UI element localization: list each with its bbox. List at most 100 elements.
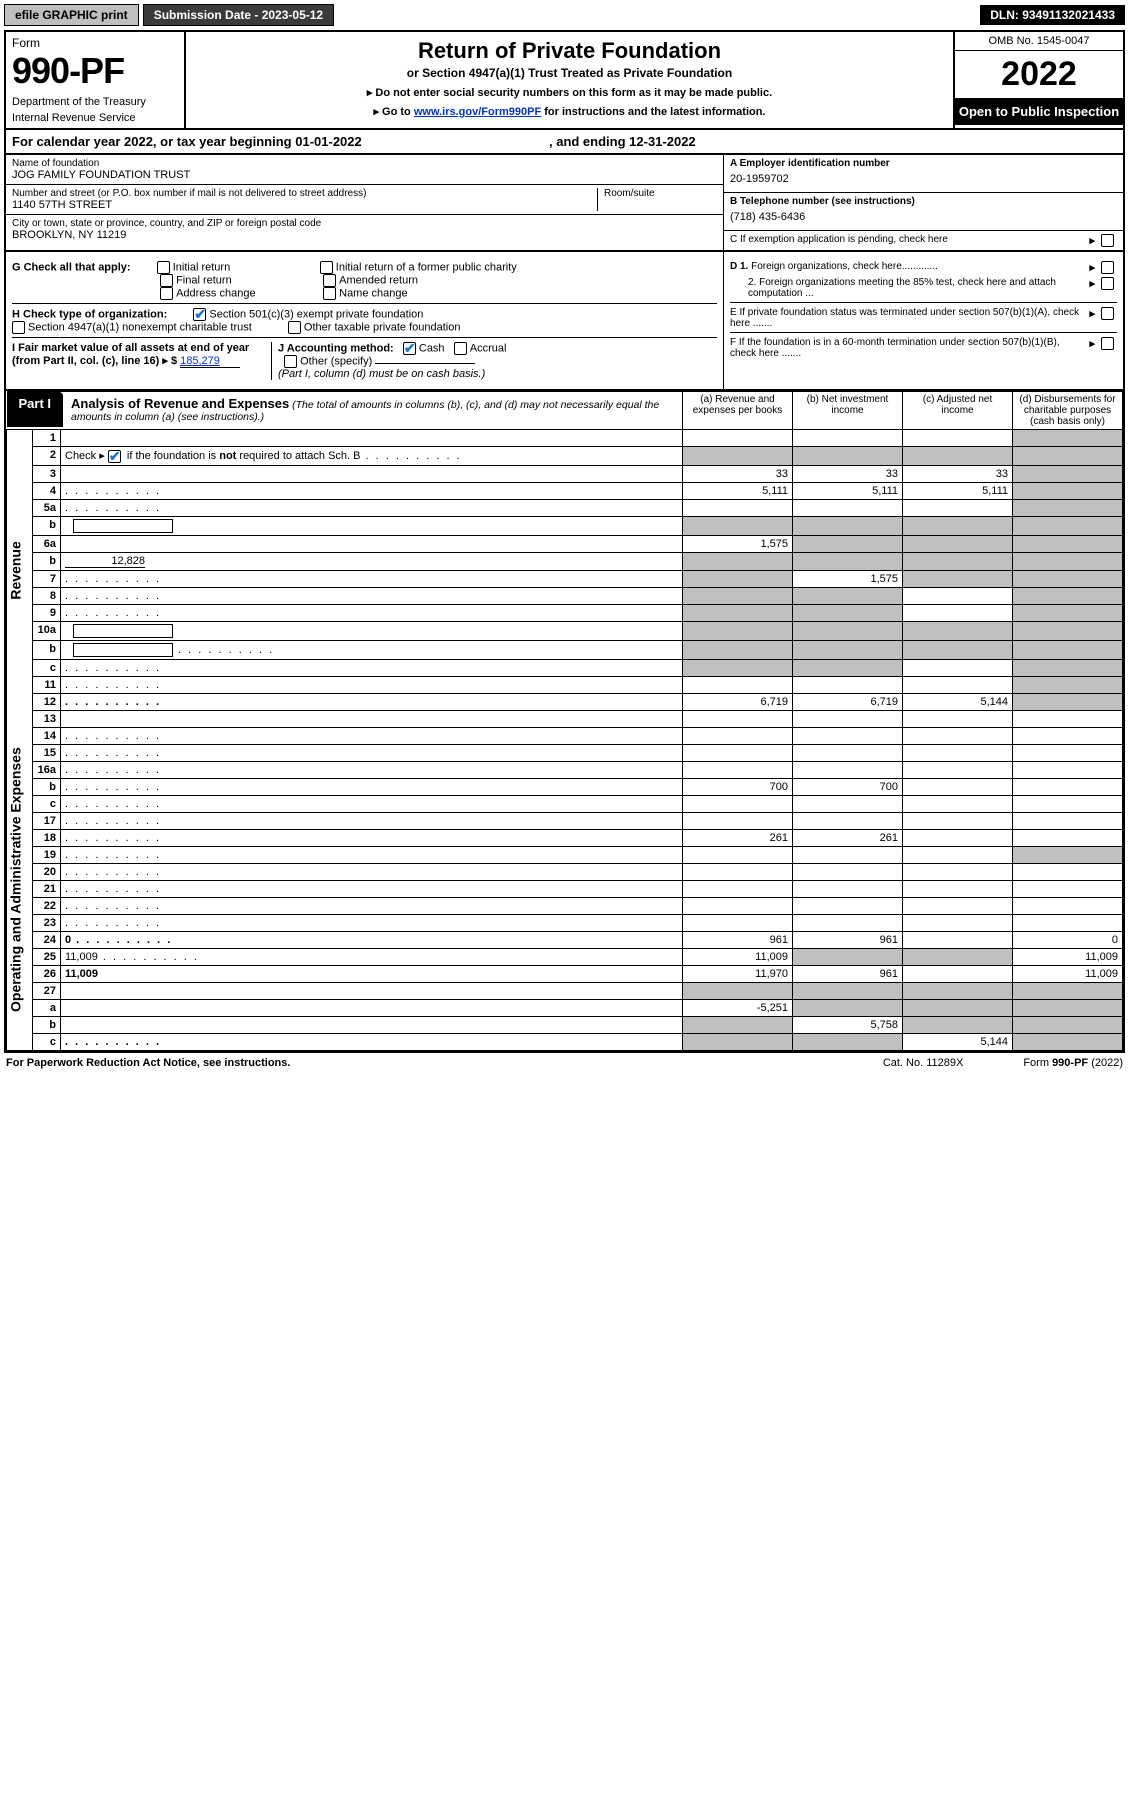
table-row: 8	[7, 587, 1123, 604]
line-description	[61, 570, 683, 587]
cell-d	[1013, 676, 1123, 693]
cell-b: 5,111	[793, 482, 903, 499]
part1-tab: Part I	[7, 392, 64, 427]
g-initial-former-checkbox[interactable]	[320, 261, 333, 274]
header-left: Form 990-PF Department of the Treasury I…	[6, 32, 186, 128]
efile-button[interactable]: efile GRAPHIC print	[4, 4, 139, 26]
col-a-header: (a) Revenue and expenses per books	[683, 392, 793, 430]
line-description	[61, 535, 683, 552]
g-final-return-checkbox[interactable]	[160, 274, 173, 287]
line-number: 26	[33, 965, 61, 982]
schb-checkbox[interactable]	[108, 450, 121, 463]
ein-value: 20-1959702	[730, 169, 1117, 189]
line-description	[61, 676, 683, 693]
cell-a	[683, 795, 793, 812]
h-other-taxable-checkbox[interactable]	[288, 321, 301, 334]
submission-date-button[interactable]: Submission Date - 2023-05-12	[143, 4, 334, 26]
cell-b: 961	[793, 931, 903, 948]
table-row: 20	[7, 863, 1123, 880]
g-initial-return-checkbox[interactable]	[157, 261, 170, 274]
form-word: Form	[12, 36, 178, 50]
cell-a	[683, 499, 793, 516]
line-description	[61, 897, 683, 914]
form-title: Return of Private Foundation	[192, 38, 947, 64]
ij-row: I Fair market value of all assets at end…	[12, 337, 717, 380]
cell-a: 961	[683, 931, 793, 948]
line-number: b	[33, 1016, 61, 1033]
line-description	[61, 499, 683, 516]
g-amended-checkbox[interactable]	[323, 274, 336, 287]
j-other-checkbox[interactable]	[284, 355, 297, 368]
cell-a	[683, 812, 793, 829]
j-accrual-checkbox[interactable]	[454, 342, 467, 355]
note-goto: ▸ Go to www.irs.gov/Form990PF for instru…	[192, 105, 947, 118]
cell-d	[1013, 880, 1123, 897]
line-number: b	[33, 778, 61, 795]
d2-checkbox[interactable]	[1101, 277, 1114, 290]
line-description	[61, 516, 683, 535]
form990pf-link[interactable]: www.irs.gov/Form990PF	[414, 106, 541, 118]
cell-c	[903, 621, 1013, 640]
arrow-icon: ▸	[1089, 234, 1095, 247]
cell-a: 11,009	[683, 948, 793, 965]
cell-a	[683, 604, 793, 621]
cell-b	[793, 744, 903, 761]
table-row: 3333333	[7, 465, 1123, 482]
line-description	[61, 430, 683, 447]
cell-a	[683, 982, 793, 999]
cell-c: 5,144	[903, 693, 1013, 710]
d1-checkbox[interactable]	[1101, 261, 1114, 274]
line-description	[61, 693, 683, 710]
cell-d	[1013, 447, 1123, 466]
c-checkbox[interactable]	[1101, 234, 1114, 247]
f-checkbox[interactable]	[1101, 337, 1114, 350]
j-cash-checkbox[interactable]	[403, 342, 416, 355]
cell-c	[903, 676, 1013, 693]
h-4947-checkbox[interactable]	[12, 321, 25, 334]
cell-b: 6,719	[793, 693, 903, 710]
table-row: 2409619610	[7, 931, 1123, 948]
g-name-change-checkbox[interactable]	[323, 287, 336, 300]
table-row: 2Check ▸ if the foundation is not requir…	[7, 447, 1123, 466]
cell-d	[1013, 465, 1123, 482]
cell-b	[793, 499, 903, 516]
cell-b	[793, 999, 903, 1016]
footer-left: For Paperwork Reduction Act Notice, see …	[6, 1057, 290, 1069]
cell-d	[1013, 795, 1123, 812]
expenses-side-label: Operating and Administrative Expenses	[7, 710, 33, 1050]
table-row: 22	[7, 897, 1123, 914]
line-number: 23	[33, 914, 61, 931]
cell-d	[1013, 693, 1123, 710]
cell-b: 261	[793, 829, 903, 846]
line-number: c	[33, 1033, 61, 1050]
e-checkbox[interactable]	[1101, 307, 1114, 320]
table-row: 16a	[7, 761, 1123, 778]
line-number: a	[33, 999, 61, 1016]
g-address-change-checkbox[interactable]	[160, 287, 173, 300]
cell-c	[903, 430, 1013, 447]
line-number: 24	[33, 931, 61, 948]
cell-b	[793, 982, 903, 999]
line-number: 11	[33, 676, 61, 693]
cell-b	[793, 846, 903, 863]
cell-b	[793, 727, 903, 744]
cell-c	[903, 552, 1013, 570]
fmv-value[interactable]: 185,279	[180, 355, 240, 368]
line-number: 19	[33, 846, 61, 863]
cell-c	[903, 744, 1013, 761]
line-description	[61, 795, 683, 812]
cell-c	[903, 999, 1013, 1016]
h-501c3-checkbox[interactable]	[193, 308, 206, 321]
cell-c	[903, 570, 1013, 587]
cell-a	[683, 621, 793, 640]
table-row: 19	[7, 846, 1123, 863]
cell-b	[793, 880, 903, 897]
header-right: OMB No. 1545-0047 2022 Open to Public In…	[953, 32, 1123, 128]
part1-table: Part I Analysis of Revenue and Expenses …	[6, 391, 1123, 1051]
cell-d	[1013, 659, 1123, 676]
table-row: c5,144	[7, 1033, 1123, 1050]
table-row: 11	[7, 676, 1123, 693]
foundation-name-label: Name of foundation	[12, 158, 717, 169]
line-description	[61, 846, 683, 863]
line-number: 21	[33, 880, 61, 897]
